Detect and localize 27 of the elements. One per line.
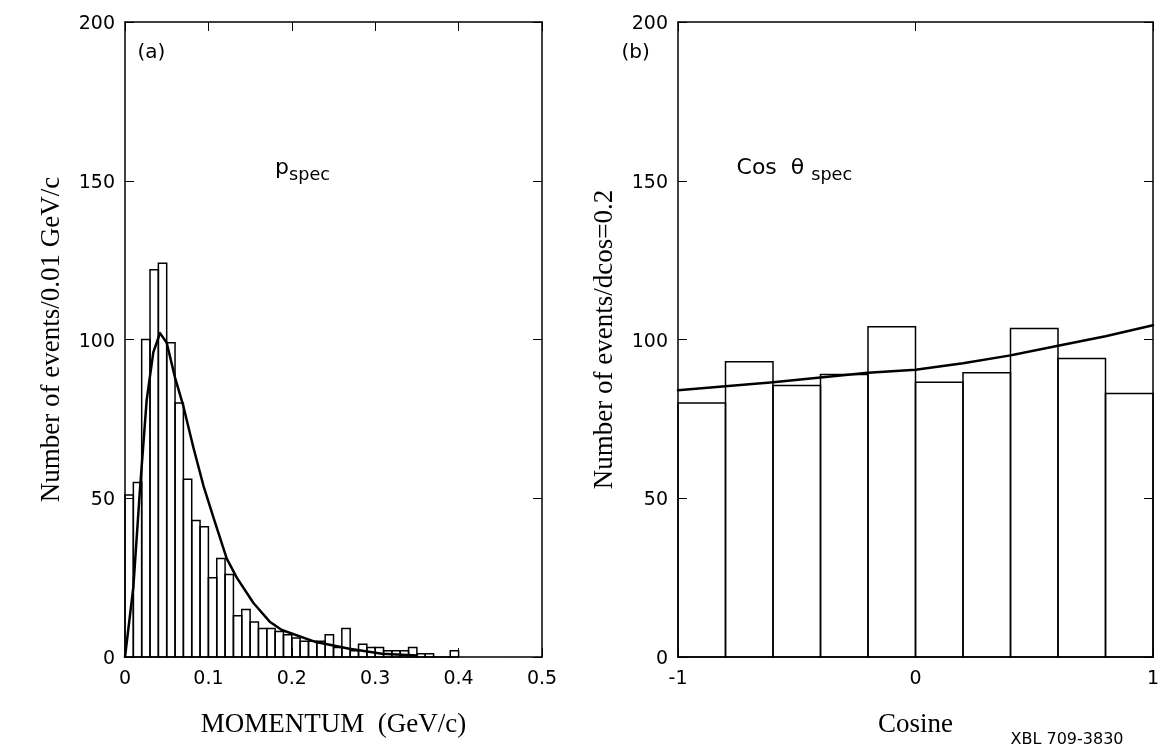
x-axis-title: MOMENTUM (GeV/c) bbox=[200, 707, 467, 738]
x-tick-label: 0.1 bbox=[193, 665, 224, 688]
y-tick-label: 100 bbox=[631, 328, 668, 351]
x-tick-label: 0.4 bbox=[443, 665, 474, 688]
x-tick-label: 0 bbox=[909, 665, 922, 688]
y-tick-label: 200 bbox=[78, 11, 115, 33]
x-tick-label: -1 bbox=[668, 665, 688, 688]
x-tick-label: 0.2 bbox=[276, 665, 307, 688]
x-axis-title: Cosine bbox=[877, 707, 954, 738]
x-tick-label: 0.3 bbox=[360, 665, 391, 688]
annotation: Cos θ spec bbox=[736, 153, 853, 185]
y-axis-title: Number of events/0.01 GeV/c bbox=[34, 176, 65, 503]
y-tick-label: 50 bbox=[643, 487, 668, 510]
y-tick-label: 0 bbox=[102, 646, 115, 668]
y-tick-label: 100 bbox=[78, 328, 115, 351]
x-tick-label: 0 bbox=[118, 665, 132, 688]
text: (b) bbox=[621, 39, 650, 64]
y-tick-label: 150 bbox=[631, 169, 668, 192]
y-tick-label: 50 bbox=[90, 487, 115, 510]
annotation: (a) bbox=[137, 39, 166, 64]
y-tick-label: 0 bbox=[655, 646, 668, 668]
x-tick-label: 0.5 bbox=[526, 665, 558, 688]
text: XBL 709-3830 bbox=[1010, 728, 1124, 748]
y-tick-label: 150 bbox=[78, 169, 115, 192]
y-axis-title: Number of events/dcos=0.2 bbox=[587, 189, 618, 490]
y-tick-label: 200 bbox=[631, 11, 668, 33]
x-tick-label: 1 bbox=[1146, 665, 1160, 688]
